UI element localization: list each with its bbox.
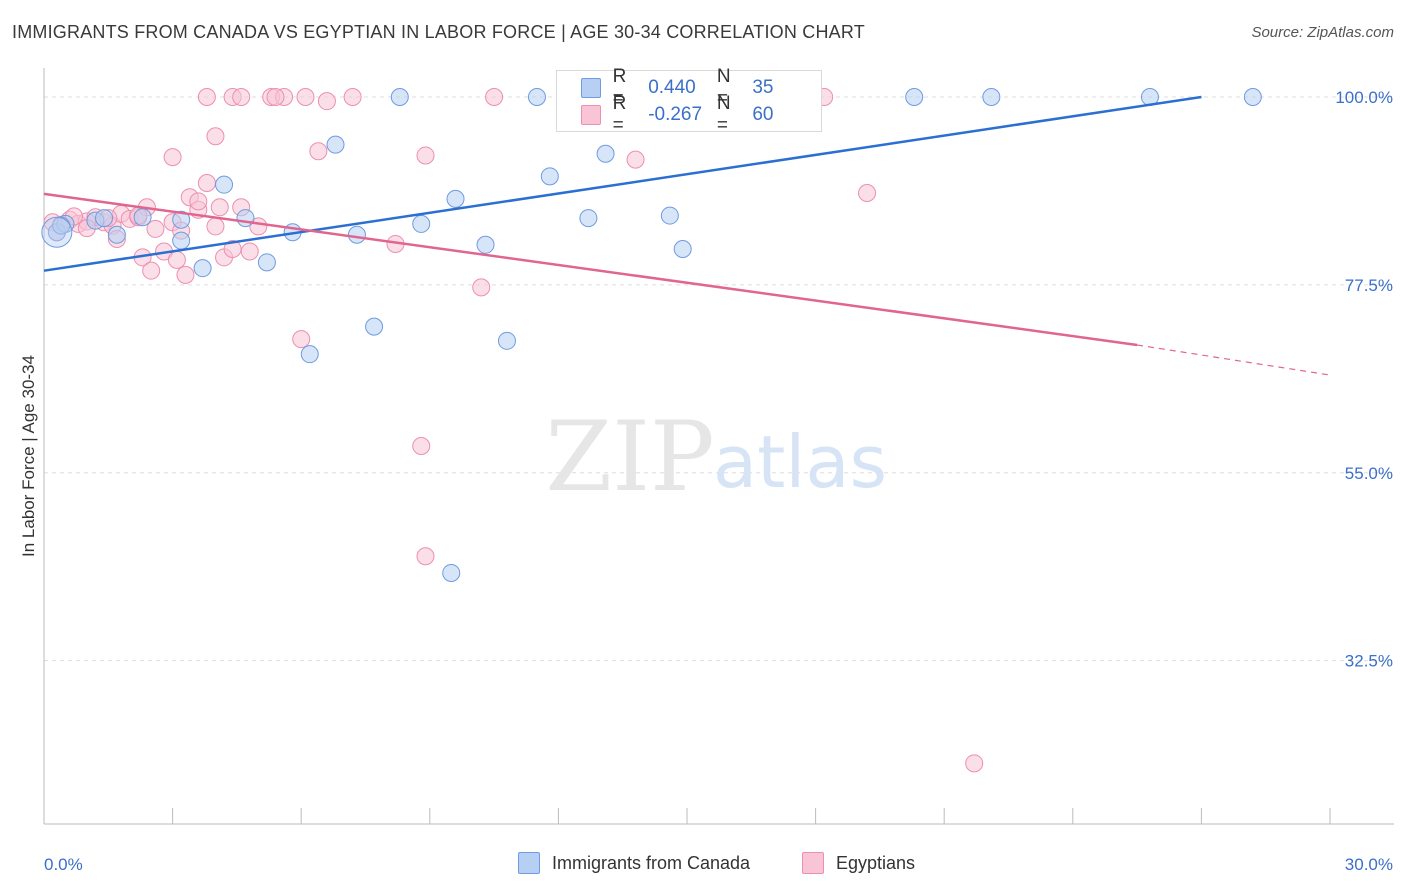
canada-point xyxy=(982,88,1001,106)
grid-lines xyxy=(44,96,1394,662)
n-label: N = xyxy=(716,66,731,109)
x-tick-label: 0.0% xyxy=(44,855,83,874)
egyptian-point xyxy=(163,148,182,167)
canada-point xyxy=(300,345,319,364)
y-tick-label: 77.5% xyxy=(1345,276,1393,295)
canada-point xyxy=(236,209,255,228)
stats-legend: R = 0.440 N = 35 R = -0.267 N = 60 xyxy=(556,66,822,136)
egyptian-point xyxy=(412,437,431,456)
r-label: R = xyxy=(612,93,627,136)
canada-point xyxy=(257,253,276,272)
n-label: N = xyxy=(716,93,731,136)
egyptian-point xyxy=(292,330,311,349)
canada-point xyxy=(905,88,924,106)
egyptian-point xyxy=(472,278,491,297)
canada-point xyxy=(133,208,152,227)
canada-point xyxy=(497,331,516,350)
egyptian-point xyxy=(296,88,315,106)
legend-label-canada: Immigrants from Canada xyxy=(552,852,751,873)
legend-item-egyptians: Egyptians xyxy=(802,852,915,874)
egyptian-point xyxy=(189,192,208,211)
egyptian-point xyxy=(223,239,242,258)
egyptian-point xyxy=(266,88,285,106)
watermark-zip: ZIP xyxy=(545,401,714,513)
y-tick-label: 55.0% xyxy=(1345,464,1393,483)
egyptian-point xyxy=(206,217,225,236)
r-value-canada: 0.440 xyxy=(648,77,696,98)
canada-point xyxy=(52,216,71,235)
egyptian-point xyxy=(146,219,165,238)
egyptian-point xyxy=(206,127,225,146)
canada-trend-line xyxy=(43,95,1202,272)
canada-point xyxy=(365,317,384,336)
canada-point xyxy=(326,135,345,154)
canada-point xyxy=(442,563,461,582)
y-axis-label: In Labor Force | Age 30-34 xyxy=(19,355,38,557)
egyptian-point xyxy=(167,250,186,269)
stats-legend-row-egyptians: R = -0.267 N = 60 xyxy=(581,93,821,136)
egyptian-point xyxy=(197,174,216,193)
egyptian-point xyxy=(343,88,362,106)
egyptian-point xyxy=(240,242,259,261)
n-value-egyptians: 60 xyxy=(752,104,774,125)
egyptian-point xyxy=(309,142,328,161)
egyptian-point xyxy=(965,754,984,773)
source-note: Source: ZipAtlas.com xyxy=(1251,24,1394,41)
egyptian-point xyxy=(210,198,229,217)
n-value-canada: 35 xyxy=(752,77,774,98)
egyptian-point xyxy=(626,150,645,169)
tick-labels: 100.0% 77.5% 55.0% 32.5% 0.0% 30.0% xyxy=(44,88,1393,874)
y-tick-label: 100.0% xyxy=(1335,88,1393,107)
canada-point xyxy=(95,209,114,228)
pink-swatch xyxy=(802,852,824,874)
canada-point xyxy=(476,235,495,254)
egyptian-trend-line xyxy=(43,192,1138,347)
x-tick-label: 30.0% xyxy=(1345,855,1393,874)
canada-point xyxy=(172,231,191,250)
canada-point xyxy=(347,225,366,244)
y-tick-label: 32.5% xyxy=(1345,652,1393,671)
canada-point xyxy=(596,144,615,163)
legend-item-canada: Immigrants from Canada xyxy=(518,852,750,874)
pink-swatch xyxy=(581,105,601,125)
canada-point xyxy=(172,210,191,229)
legend-label-egyptians: Egyptians xyxy=(836,852,916,873)
canada-point xyxy=(107,225,126,244)
canada-point xyxy=(540,167,559,186)
egyptian-point xyxy=(142,261,161,280)
canada-point xyxy=(193,259,212,278)
egyptian-point xyxy=(232,88,251,106)
canada-point xyxy=(527,88,546,106)
egyptian-point xyxy=(416,146,435,165)
canada-point xyxy=(660,206,679,225)
canada-point xyxy=(41,216,73,248)
watermark-atlas: atlas xyxy=(713,420,887,504)
canada-point xyxy=(412,214,431,233)
r-value-egyptians: -0.267 xyxy=(648,104,703,125)
egyptian-point xyxy=(485,88,504,106)
canada-point xyxy=(579,209,598,228)
canada-point xyxy=(673,239,692,258)
egyptian-trend-extension xyxy=(1137,344,1331,376)
egyptian-point xyxy=(176,265,195,284)
egyptian-point xyxy=(858,184,877,203)
egyptian-point xyxy=(317,92,336,111)
egyptian-point xyxy=(197,88,216,106)
chart-title: IMMIGRANTS FROM CANADA VS EGYPTIAN IN LA… xyxy=(12,22,865,42)
canada-point xyxy=(446,189,465,208)
egyptian-point xyxy=(416,547,435,566)
canada-point xyxy=(1243,88,1262,106)
r-label: R = xyxy=(612,66,627,109)
stats-legend-row-canada: R = 0.440 N = 35 xyxy=(581,66,821,109)
trend-lines xyxy=(43,95,1331,376)
data-points xyxy=(41,88,1262,773)
blue-swatch xyxy=(518,852,540,874)
blue-swatch xyxy=(581,78,601,98)
canada-point xyxy=(390,88,409,106)
canada-point xyxy=(215,175,234,194)
watermark: ZIP atlas xyxy=(545,401,887,513)
